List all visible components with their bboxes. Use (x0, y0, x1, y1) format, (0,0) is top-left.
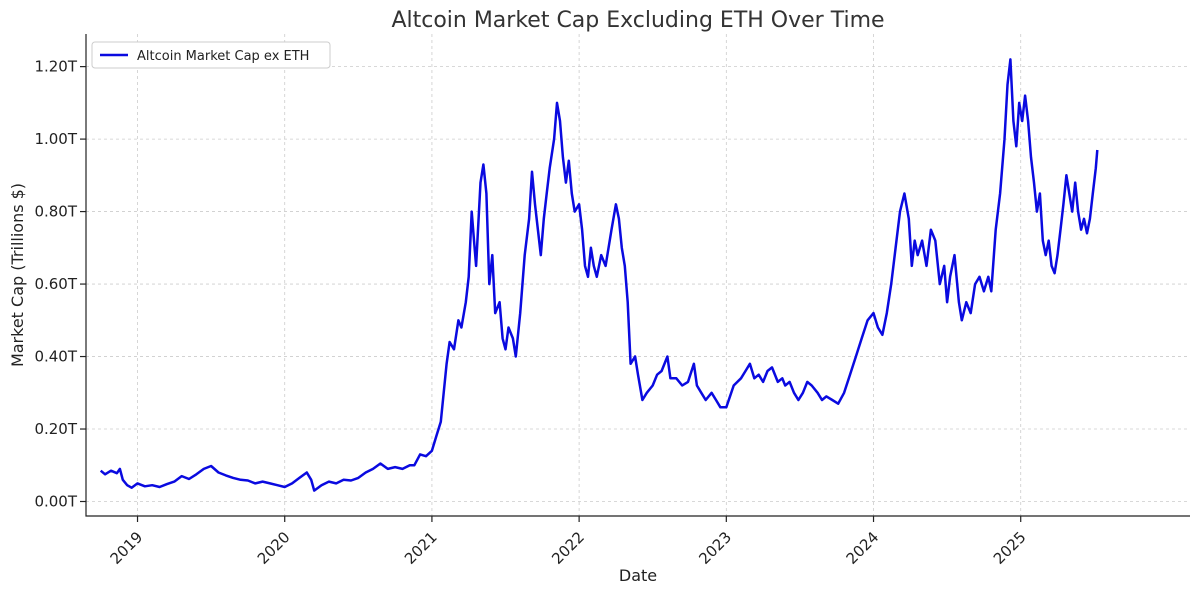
y-axis-label: Market Cap (Trillions $) (8, 183, 27, 367)
legend: Altcoin Market Cap ex ETH (91, 41, 331, 69)
y-tick-label: 1.00T (34, 130, 77, 148)
series-layer (99, 58, 1099, 492)
x-axis-ticks: 2019 2020 2021 2022 2023 2024 2025 (107, 516, 1030, 568)
x-tick-label: 2025 (990, 528, 1030, 568)
x-tick-label: 2023 (695, 528, 735, 568)
x-axis-label: Date (619, 566, 657, 585)
y-tick-label: 0.80T (34, 203, 77, 221)
y-tick-label: 0.40T (34, 348, 77, 366)
y-tick-label: 0.60T (34, 275, 77, 293)
x-tick-label: 2020 (254, 528, 294, 568)
y-tick-label: 0.20T (34, 420, 77, 438)
x-tick-label: 2022 (548, 528, 588, 568)
legend-label: Altcoin Market Cap ex ETH (137, 49, 309, 64)
axes (85, 34, 1190, 517)
x-tick-label: 2024 (843, 528, 883, 568)
series-line-0 (99, 58, 1099, 492)
x-tick-label: 2019 (107, 528, 147, 568)
y-tick-label: 1.20T (34, 58, 77, 76)
y-tick-label: 0.00T (34, 493, 77, 511)
x-tick-label: 2021 (401, 528, 441, 568)
legend-box (91, 41, 331, 69)
y-axis-ticks: 0.00T 0.20T 0.40T 0.60T 0.80T 1.00T 1.20T (34, 58, 86, 511)
axis-spines (85, 34, 1190, 517)
grid-lines (86, 34, 1190, 516)
chart-title: Altcoin Market Cap Excluding ETH Over Ti… (391, 8, 884, 33)
